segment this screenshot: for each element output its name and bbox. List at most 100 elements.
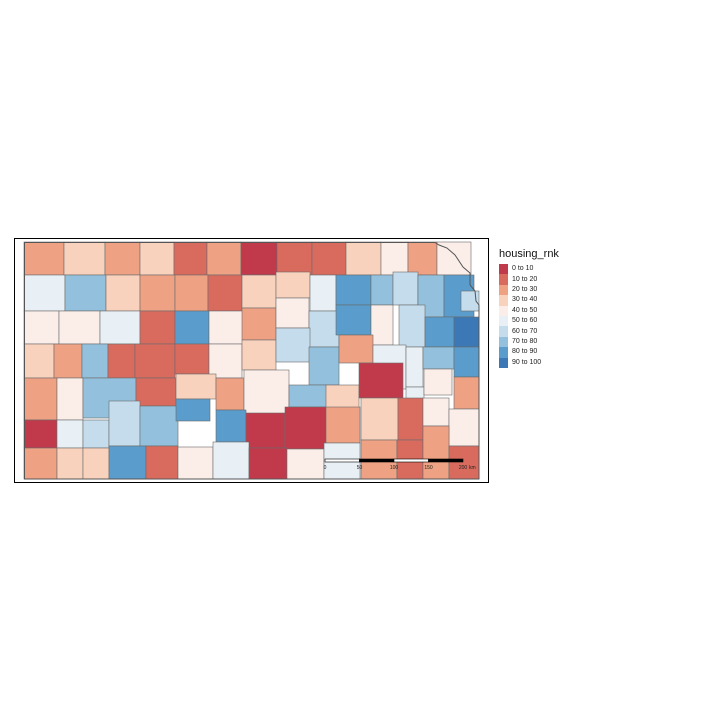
legend-items: 0 to 10 10 to 20 20 to 30 30 to 40 40 to 50 5… xyxy=(499,264,559,368)
county-polygon xyxy=(423,368,453,396)
county-polygon xyxy=(453,346,480,378)
legend-item: 50 to 60 xyxy=(499,315,559,327)
county-polygon xyxy=(58,310,101,345)
county-polygon xyxy=(23,241,65,276)
county-polygon xyxy=(397,397,424,441)
county-polygon xyxy=(276,241,313,276)
county-polygon xyxy=(405,346,424,388)
legend-swatch xyxy=(499,336,508,348)
county-polygon xyxy=(99,310,141,345)
legend-item: 30 to 40 xyxy=(499,295,559,306)
scale-bar-segment xyxy=(359,458,395,463)
county-polygon xyxy=(108,400,141,447)
county-polygon xyxy=(422,346,455,370)
county-polygon xyxy=(174,310,210,345)
scale-bar-tick-label: 50 xyxy=(357,465,363,471)
county-polygon xyxy=(207,274,243,312)
legend-item: 40 to 50 xyxy=(499,305,559,316)
county-polygon xyxy=(82,447,110,480)
county-polygon xyxy=(145,445,179,480)
county-polygon xyxy=(243,369,290,415)
county-polygon xyxy=(105,274,141,312)
county-polygon xyxy=(448,445,480,480)
county-polygon xyxy=(308,310,340,348)
county-polygon xyxy=(308,346,340,386)
county-polygon xyxy=(460,290,480,312)
county-polygon xyxy=(139,274,176,312)
scale-bar-tick-label: 100 xyxy=(390,465,399,471)
county-polygon xyxy=(424,316,455,348)
county-polygon xyxy=(360,397,399,441)
county-polygon xyxy=(134,343,176,379)
county-polygon xyxy=(56,377,84,421)
scale-bar-segment xyxy=(324,458,360,463)
legend-label: 30 to 40 xyxy=(512,296,538,304)
legend-swatch xyxy=(499,264,508,275)
county-polygon xyxy=(358,362,404,399)
county-polygon xyxy=(241,307,277,341)
scale-bar-unit: km xyxy=(469,465,476,471)
scale-bar-segment xyxy=(428,458,464,463)
county-polygon xyxy=(422,425,450,480)
legend-swatch xyxy=(499,347,508,358)
legend-swatch xyxy=(499,326,508,337)
legend-title: housing_rnk xyxy=(499,248,559,260)
county-polygon xyxy=(422,397,450,427)
county-polygon xyxy=(453,316,480,348)
county-polygon xyxy=(23,447,58,480)
county-polygon xyxy=(206,241,242,276)
legend-label: 90 to 100 xyxy=(512,358,542,366)
county-polygon xyxy=(177,446,214,480)
legend-swatch xyxy=(499,295,508,306)
county-polygon xyxy=(175,373,217,400)
scale-bar: 0 50 100 150 200 km xyxy=(324,458,476,471)
map-frame: 0 50 100 150 200 km xyxy=(14,238,489,483)
county-polygon xyxy=(370,274,394,306)
county-polygon xyxy=(53,343,83,379)
county-polygon xyxy=(338,334,374,364)
county-polygon xyxy=(398,304,426,348)
county-polygon xyxy=(23,343,55,379)
legend-label: 80 to 90 xyxy=(512,348,538,356)
county-polygon xyxy=(407,241,438,276)
county-polygon xyxy=(275,327,311,363)
legend-label: 20 to 30 xyxy=(512,285,538,293)
county-polygon xyxy=(56,447,84,480)
county-polygon xyxy=(241,274,277,309)
legend-swatch xyxy=(499,305,508,316)
county-polygon xyxy=(174,274,209,312)
county-polygon xyxy=(23,377,58,421)
county-polygon xyxy=(212,441,250,480)
legend-label: 0 to 10 xyxy=(512,265,534,273)
county-polygon xyxy=(63,241,106,276)
county-polygon xyxy=(248,447,288,480)
legend: housing_rnk 0 to 10 10 to 20 20 to 30 30 to… xyxy=(499,248,559,368)
county-polygon xyxy=(215,377,245,411)
county-polygon xyxy=(286,448,325,480)
county-polygon xyxy=(208,343,243,379)
legend-label: 50 to 60 xyxy=(512,317,538,325)
legend-item: 90 to 100 xyxy=(499,357,559,368)
legend-item: 80 to 90 xyxy=(499,347,559,358)
county-polygon xyxy=(370,304,394,346)
legend-item: 10 to 20 xyxy=(499,274,559,285)
legend-label: 10 to 20 xyxy=(512,275,538,283)
legend-swatch xyxy=(499,357,508,368)
legend-swatch xyxy=(499,284,508,296)
county-polygon xyxy=(311,241,347,276)
county-polygon xyxy=(56,419,84,449)
county-polygon xyxy=(288,384,330,408)
county-polygon xyxy=(380,241,409,276)
county-polygon xyxy=(82,419,110,449)
county-polygon xyxy=(448,408,480,447)
legend-label: 40 to 50 xyxy=(512,306,538,314)
legend-item: 60 to 70 xyxy=(499,326,559,337)
legend-item: 20 to 30 xyxy=(499,284,559,296)
county-polygon xyxy=(107,343,136,379)
choropleth-map: 0 50 100 150 200 km xyxy=(23,241,480,480)
county-polygon xyxy=(135,377,177,407)
legend-item: 0 to 10 xyxy=(499,264,559,275)
county-polygon xyxy=(325,406,361,444)
county-polygon xyxy=(309,274,337,312)
county-polygon xyxy=(139,405,179,447)
